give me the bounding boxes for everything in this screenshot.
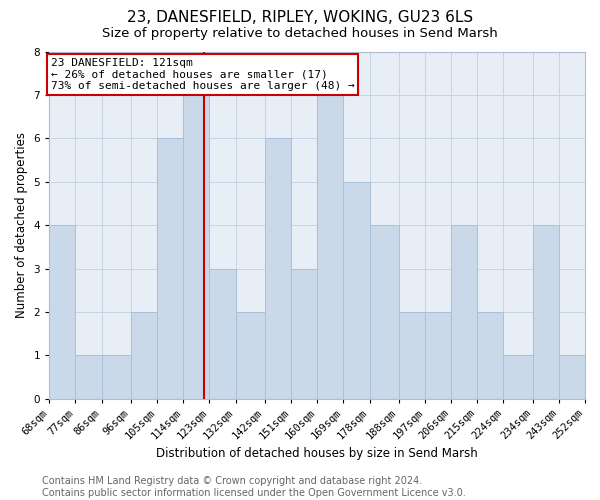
Bar [49,225,76,399]
Bar [370,225,398,399]
Bar [533,225,559,399]
Bar [503,356,533,399]
Bar [131,312,157,399]
Bar [183,95,209,399]
Bar [425,312,451,399]
Text: 23, DANESFIELD, RIPLEY, WOKING, GU23 6LS: 23, DANESFIELD, RIPLEY, WOKING, GU23 6LS [127,10,473,25]
Bar [209,268,236,399]
Bar [157,138,183,399]
Y-axis label: Number of detached properties: Number of detached properties [15,132,28,318]
Bar [291,268,317,399]
Bar [317,95,343,399]
Bar [451,225,477,399]
Bar [398,312,425,399]
Bar [265,138,291,399]
Bar [559,356,585,399]
Bar [477,312,503,399]
Text: Size of property relative to detached houses in Send Marsh: Size of property relative to detached ho… [102,28,498,40]
Bar [101,356,131,399]
Bar [343,182,370,399]
Bar [76,356,101,399]
Text: Contains HM Land Registry data © Crown copyright and database right 2024.
Contai: Contains HM Land Registry data © Crown c… [42,476,466,498]
Bar [236,312,265,399]
Text: 23 DANESFIELD: 121sqm
← 26% of detached houses are smaller (17)
73% of semi-deta: 23 DANESFIELD: 121sqm ← 26% of detached … [50,58,355,91]
X-axis label: Distribution of detached houses by size in Send Marsh: Distribution of detached houses by size … [156,447,478,460]
